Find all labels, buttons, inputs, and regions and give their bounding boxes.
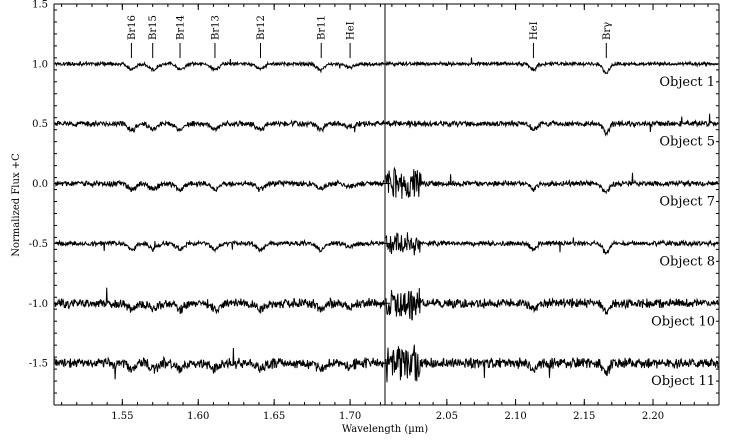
panel-2-x-tick-label: 2.05 xyxy=(436,411,458,422)
y-tick-label: 1.0 xyxy=(32,59,48,70)
panel-1-series-1 xyxy=(55,58,385,74)
y-axis-label: Normalized Flux +C xyxy=(11,153,22,257)
series-label: Object 7 xyxy=(659,195,715,210)
panel-1-x-tick-label: 1.60 xyxy=(187,411,209,422)
panel-2-x-tick-label: 2.10 xyxy=(504,411,526,422)
panel-2-x-tick-label: 2.20 xyxy=(642,411,664,422)
axes-group: 1.55 1.60 1.65 1.70 1.5 1.0 0.5 0.0 -0.5 -1.0 -1.5… xyxy=(29,0,720,422)
panel-2-series-2 xyxy=(385,113,719,137)
series-label: Object 11 xyxy=(651,374,715,389)
panel-2-series-1 xyxy=(385,57,719,75)
y-tick-label: -1.0 xyxy=(29,299,48,310)
panel-1-line-label: Br16 xyxy=(127,15,138,40)
series-label: Object 1 xyxy=(659,75,715,90)
panel-1-line-label: Br15 xyxy=(148,15,159,40)
panel-1-series-5 xyxy=(54,287,385,314)
y-tick-label: 0.0 xyxy=(32,179,48,190)
panel-1-series-4 xyxy=(54,238,385,254)
panel-1-line-label: HeI xyxy=(346,21,357,40)
labels-group: Br16 Br15 Br14 Br13 Br12 Br11 HeI HeI Brγ Object … xyxy=(127,15,715,389)
panel-1-x-tick-label: 1.65 xyxy=(263,411,285,422)
y-tick-label: 0.5 xyxy=(32,119,48,130)
series-label: Object 10 xyxy=(651,314,715,329)
panel-2-x-tick-label: 2.15 xyxy=(573,411,595,422)
panel-2-line-label: Brγ xyxy=(602,22,613,40)
panel-1-line-label: Br13 xyxy=(210,15,221,40)
panel-1-line-label: Br14 xyxy=(176,15,187,40)
panel-1-x-tick-label: 1.55 xyxy=(111,411,133,422)
y-tick-label: 1.5 xyxy=(32,0,48,11)
panel-2-line-label: HeI xyxy=(529,21,540,40)
panel-1-series-6 xyxy=(54,347,385,380)
series-label: Object 5 xyxy=(659,135,715,150)
y-tick-label: -1.5 xyxy=(29,359,48,370)
panel-1-line-label: Br12 xyxy=(256,15,267,40)
series-label: Object 8 xyxy=(659,254,715,269)
panel-2-series-5 xyxy=(385,287,719,321)
spectra-group xyxy=(54,57,719,383)
y-tick-label: -0.5 xyxy=(29,239,48,250)
panel-2-series-6 xyxy=(385,344,719,383)
x-axis-label: Wavelength (µm) xyxy=(342,424,428,435)
panel-1-x-tick-label: 1.70 xyxy=(339,411,361,422)
panel-2-series-4 xyxy=(385,232,719,256)
panel-1-series-2 xyxy=(54,119,385,134)
panel-1-series-3 xyxy=(54,179,385,193)
panel-1-line-label: Br11 xyxy=(317,15,328,40)
panel-2-series-3 xyxy=(385,166,719,199)
